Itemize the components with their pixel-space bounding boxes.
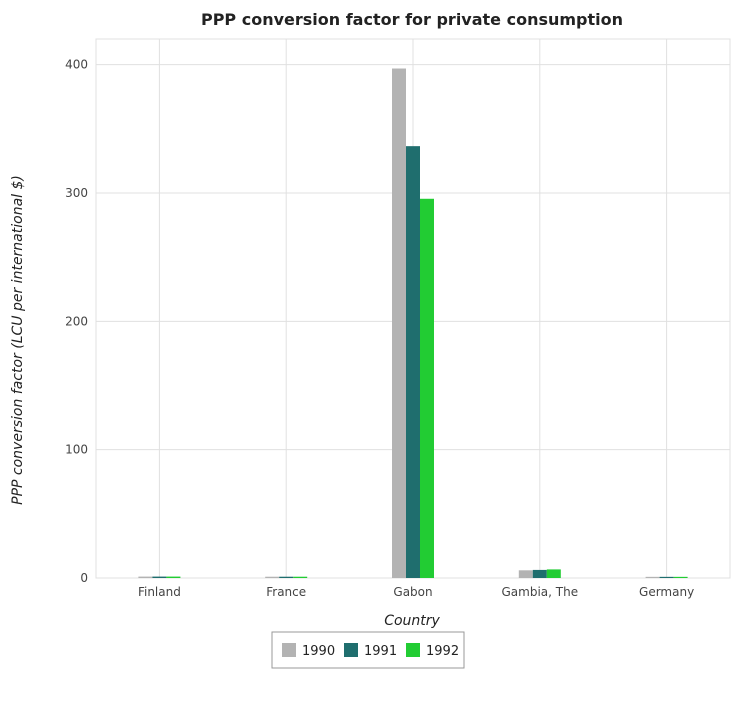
- y-tick-label: 200: [65, 314, 88, 328]
- y-axis-ticks: 0 100 200 300 400: [65, 58, 88, 585]
- x-tick-label: Germany: [639, 585, 694, 599]
- bar-1991-france: [279, 576, 294, 578]
- bar-1992-gambia-the: [546, 569, 561, 578]
- bar-1991-finland: [152, 576, 167, 578]
- legend-label-1992: 1992: [426, 644, 459, 659]
- bar-1991-gambia-the: [532, 569, 547, 578]
- bar-1990-gambia-the: [518, 570, 533, 578]
- bars: [138, 68, 688, 579]
- legend-swatch-1990: [282, 643, 296, 657]
- x-tick-label: France: [266, 585, 306, 599]
- legend-label-1991: 1991: [364, 644, 397, 659]
- grid-lines: [96, 39, 730, 579]
- y-tick-label: 0: [80, 571, 88, 585]
- x-tick-label: Gambia, The: [502, 585, 579, 599]
- bar-1992-france: [293, 576, 308, 578]
- bar-1992-finland: [166, 576, 181, 578]
- bar-1990-france: [265, 576, 280, 578]
- legend-swatch-1991: [344, 643, 358, 657]
- bar-1990-gabon: [392, 68, 406, 579]
- legend-label-1990: 1990: [302, 644, 335, 659]
- bar-1992-germany: [673, 576, 688, 578]
- bar-1991-gabon: [406, 146, 420, 579]
- legend-box: [271, 631, 465, 669]
- y-tick-label: 100: [65, 443, 88, 457]
- x-tick-label: Gabon: [393, 585, 432, 599]
- bar-1990-germany: [645, 576, 660, 578]
- y-tick-label: 300: [65, 186, 88, 200]
- x-axis-ticks: Finland France Gabon Gambia, The Germany: [138, 585, 694, 599]
- legend: 1990 1991 1992: [271, 631, 465, 669]
- x-tick-label: Finland: [138, 585, 181, 599]
- y-tick-label: 400: [65, 58, 88, 72]
- x-axis-label: Country: [384, 613, 440, 629]
- bar-1992-gabon: [420, 198, 434, 578]
- y-axis-label: PPP conversion factor (LCU per internati…: [10, 175, 26, 505]
- legend-swatch-1992: [406, 643, 420, 657]
- bar-1991-germany: [659, 576, 674, 578]
- chart-title: PPP conversion factor for private consum…: [201, 10, 623, 29]
- bar-1990-finland: [138, 576, 153, 578]
